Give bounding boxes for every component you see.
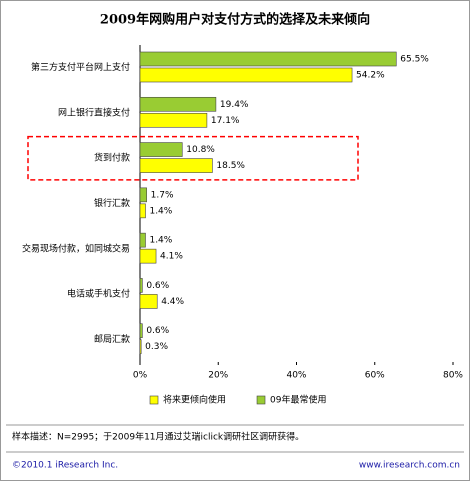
- bar: [139, 112, 208, 128]
- value-label: 19.4%: [220, 100, 249, 110]
- bar: [139, 203, 146, 219]
- value-label: 0.3%: [145, 342, 168, 352]
- legend-label: 将来更倾向使用: [163, 394, 226, 406]
- note: 样本描述：N=2995；于2009年11月通过艾瑞iclick调研社区调研获得。: [12, 431, 304, 443]
- value-label: 4.1%: [160, 252, 183, 262]
- bar: [139, 67, 353, 83]
- category-label: 银行汇款: [94, 197, 130, 209]
- bar: [139, 294, 158, 309]
- bar: [139, 323, 143, 339]
- highlight-box: [27, 135, 359, 181]
- bar: [139, 248, 157, 264]
- value-label: 1.7%: [151, 190, 174, 200]
- x-tick-label: 20%: [208, 371, 228, 381]
- value-label: 17.1%: [211, 116, 240, 126]
- value-label: 18.5%: [216, 161, 245, 171]
- value-label: 10.8%: [186, 145, 215, 155]
- x-tick-label: 80%: [443, 371, 463, 381]
- bar: [139, 158, 213, 173]
- value-label: 65.5%: [400, 55, 429, 65]
- value-label: 4.4%: [161, 297, 184, 307]
- bar: [139, 187, 147, 203]
- category-label: 第三方支付平台网上支付: [31, 61, 130, 73]
- value-label: 54.2%: [356, 71, 385, 81]
- x-tick-label: 40%: [286, 371, 306, 381]
- chart-title: 2009年网购用户对支付方式的选择及未来倾向: [100, 12, 370, 28]
- category-label: 电话或手机支付: [67, 288, 130, 300]
- legend-swatch: [149, 395, 159, 405]
- category-label: 货到付款: [94, 152, 130, 164]
- x-tick-label: 60%: [365, 371, 385, 381]
- value-label: 0.6%: [146, 326, 169, 336]
- value-label: 1.4%: [149, 206, 172, 216]
- value-label: 1.4%: [149, 236, 172, 246]
- bar: [139, 51, 397, 67]
- legend-swatch: [256, 395, 266, 405]
- bar: [139, 339, 142, 355]
- category-label: 交易现场付款，如同城交易: [22, 242, 130, 254]
- value-label: 0.6%: [146, 281, 169, 291]
- bar: [139, 278, 143, 293]
- legend-label: 09年最常使用: [270, 394, 326, 406]
- bar: [139, 142, 183, 157]
- website: www.iresearch.com.cn: [359, 461, 460, 471]
- category-label: 网上银行直接支付: [58, 106, 130, 118]
- bar: [139, 96, 217, 112]
- copyright: ©2010.1 iResearch Inc.: [12, 461, 118, 471]
- x-tick-label: 0%: [133, 371, 148, 381]
- bar: [139, 232, 146, 248]
- category-label: 邮局汇款: [94, 333, 130, 345]
